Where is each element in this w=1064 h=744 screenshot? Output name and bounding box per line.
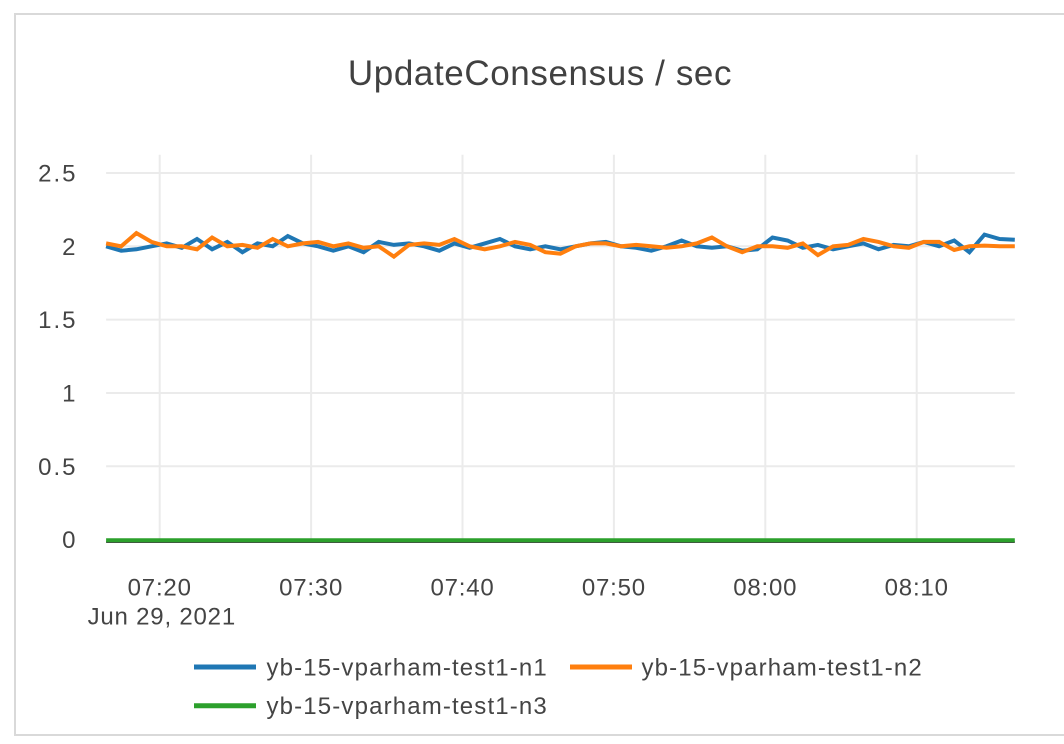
svg-text:UpdateConsensus / sec: UpdateConsensus / sec — [348, 54, 732, 93]
svg-text:07:50: 07:50 — [582, 574, 646, 601]
svg-text:08:00: 08:00 — [733, 574, 797, 601]
svg-text:Jun 29, 2021: Jun 29, 2021 — [88, 603, 236, 630]
svg-text:07:20: 07:20 — [128, 574, 192, 601]
svg-text:1: 1 — [62, 381, 77, 408]
svg-text:08:10: 08:10 — [885, 574, 949, 601]
svg-text:1.5: 1.5 — [38, 307, 77, 334]
svg-text:07:40: 07:40 — [430, 574, 494, 601]
svg-text:2.5: 2.5 — [38, 161, 77, 188]
svg-text:2: 2 — [62, 234, 77, 261]
svg-text:yb-15-vparham-test1-n3: yb-15-vparham-test1-n3 — [267, 693, 548, 720]
svg-text:yb-15-vparham-test1-n1: yb-15-vparham-test1-n1 — [267, 655, 548, 682]
svg-text:0.5: 0.5 — [38, 454, 77, 481]
svg-text:07:30: 07:30 — [279, 574, 343, 601]
svg-text:yb-15-vparham-test1-n2: yb-15-vparham-test1-n2 — [642, 655, 923, 682]
svg-text:0: 0 — [62, 527, 77, 554]
